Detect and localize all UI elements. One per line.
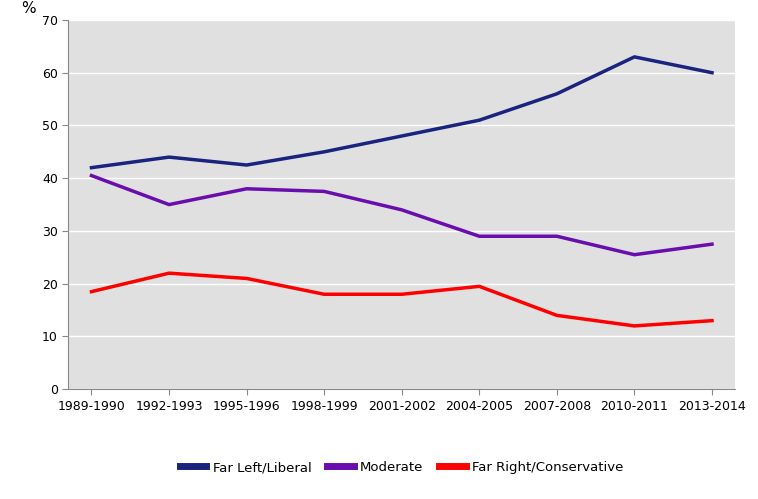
Y-axis label: %: % — [21, 1, 36, 16]
Legend: Far Left/Liberal, Moderate, Far Right/Conservative: Far Left/Liberal, Moderate, Far Right/Co… — [174, 455, 629, 480]
